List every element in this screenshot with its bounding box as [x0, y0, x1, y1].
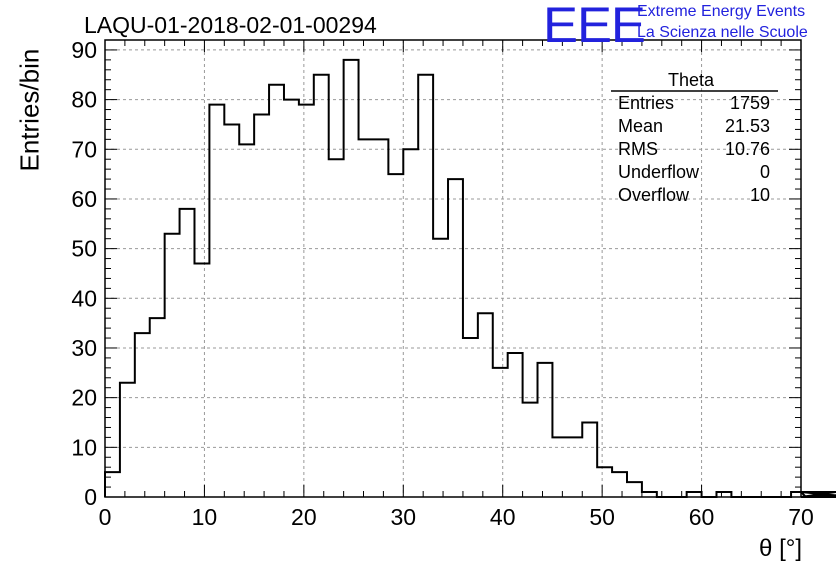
- stats-label-mean: Mean: [618, 116, 664, 136]
- histogram-bin: [493, 368, 508, 497]
- histogram-bin: [523, 403, 538, 497]
- histogram-bin: [299, 105, 314, 497]
- histogram-bin: [209, 105, 224, 497]
- eee-logo-mark: EEE: [543, 0, 646, 53]
- stats-label-overflow: Overflow: [618, 185, 690, 205]
- histogram-bin: [478, 313, 493, 497]
- y-tick-label: 70: [71, 136, 97, 162]
- stats-label-rms: RMS: [618, 139, 658, 159]
- histogram-bin: [433, 239, 448, 497]
- histogram-bin: [612, 472, 627, 497]
- stats-value-entries: 1759: [729, 93, 770, 113]
- x-tick-label: 50: [589, 504, 615, 530]
- histogram-bin: [269, 85, 284, 497]
- stats-box-title: Theta: [668, 70, 715, 90]
- chart-title: LAQU-01-2018-02-01-00294: [84, 12, 377, 38]
- x-tick-label: 20: [291, 504, 317, 530]
- stats-label-underflow: Underflow: [618, 162, 700, 182]
- stats-label-entries: Entries: [618, 93, 675, 113]
- histogram-bin: [239, 144, 254, 497]
- y-tick-label: 30: [71, 335, 97, 361]
- histogram-bin: [314, 75, 329, 497]
- histogram-bin: [448, 179, 463, 497]
- eee-logo-line2: La Scienza nelle Scuole: [637, 24, 808, 41]
- x-tick-label: 40: [490, 504, 516, 530]
- histogram-bin: [538, 363, 553, 497]
- x-tick-label: 10: [192, 504, 218, 530]
- x-tick-label: 70: [788, 504, 814, 530]
- histogram-step-line: [104, 58, 836, 498]
- y-tick-label: 0: [84, 484, 97, 510]
- stats-value-mean: 21.53: [724, 116, 770, 136]
- histogram-bin: [329, 159, 344, 497]
- x-tick-label: 0: [99, 504, 112, 530]
- y-tick-label: 80: [71, 87, 97, 113]
- histogram-bin: [463, 338, 478, 497]
- stats-value-rms: 10.76: [724, 139, 770, 159]
- histogram-bin: [180, 209, 195, 497]
- histogram-bin: [359, 139, 374, 497]
- y-tick-label: 20: [71, 385, 97, 411]
- stats-value-overflow: 10: [749, 185, 770, 205]
- histogram-bin: [344, 60, 359, 497]
- y-tick-label: 10: [71, 434, 97, 460]
- stats-value-underflow: 0: [759, 162, 770, 182]
- y-axis-label: Entries/bin: [14, 48, 45, 172]
- histogram-bin: [388, 174, 403, 497]
- y-tick-label: 50: [71, 236, 97, 262]
- x-axis-label: θ [°]: [759, 535, 802, 562]
- histogram-bin: [254, 115, 269, 497]
- histogram-bin: [627, 482, 642, 497]
- y-tick-label: 60: [71, 186, 97, 212]
- histogram-bin: [224, 124, 239, 497]
- histogram-bin: [165, 234, 180, 497]
- x-tick-label: 30: [390, 504, 416, 530]
- histogram-bin: [418, 75, 433, 497]
- histogram-bin: [120, 383, 135, 497]
- histogram-bin: [105, 472, 120, 497]
- histogram-bin: [552, 437, 567, 497]
- y-tick-label: 40: [71, 285, 97, 311]
- x-tick-label: 60: [689, 504, 715, 530]
- eee-logo-line1: Extreme Energy Events: [637, 3, 806, 20]
- histogram-bin: [403, 149, 418, 497]
- y-tick-label: 90: [71, 37, 97, 63]
- histogram-bin: [567, 437, 582, 497]
- histogram-bin: [373, 139, 388, 497]
- histogram-bin: [597, 467, 612, 497]
- histogram-bin: [582, 422, 597, 497]
- histogram-bin: [135, 333, 150, 497]
- histogram-bin: [508, 353, 523, 497]
- histogram-bin: [150, 318, 165, 497]
